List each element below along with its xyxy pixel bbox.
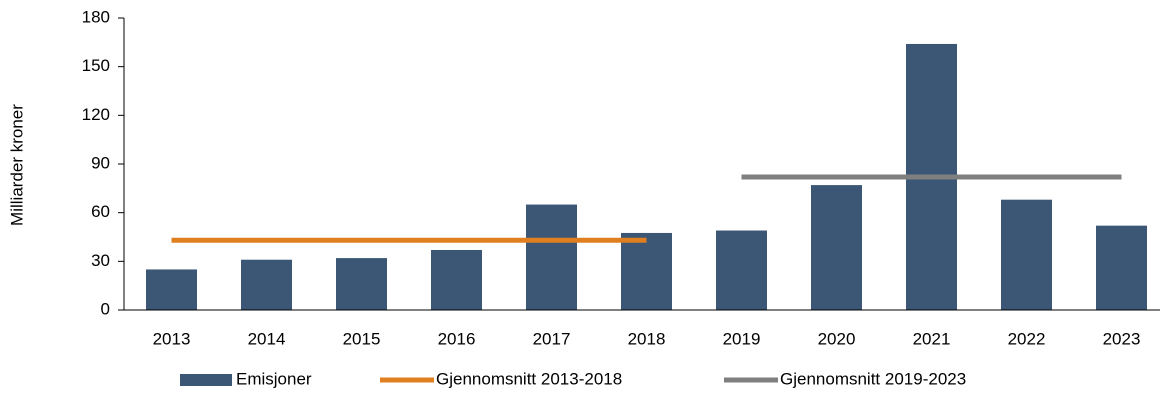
x-tick-label: 2014 <box>248 329 286 348</box>
bar <box>716 230 767 310</box>
y-tick-label: 90 <box>91 153 110 172</box>
bar <box>1096 225 1147 310</box>
y-tick-label: 150 <box>82 56 110 75</box>
bar <box>526 204 577 310</box>
bar <box>241 259 292 310</box>
x-tick-label: 2022 <box>1008 329 1046 348</box>
bar <box>336 258 387 310</box>
bar <box>146 269 197 310</box>
x-tick-label: 2015 <box>343 329 381 348</box>
x-tick-label: 2019 <box>723 329 761 348</box>
x-tick-label: 2020 <box>818 329 856 348</box>
bar <box>811 185 862 310</box>
legend-label: Gjennomsnitt 2019-2023 <box>780 369 966 388</box>
y-tick-label: 0 <box>101 299 110 318</box>
x-tick-label: 2021 <box>913 329 951 348</box>
y-tick-label: 30 <box>91 251 110 270</box>
bar <box>621 232 672 310</box>
x-tick-label: 2023 <box>1103 329 1141 348</box>
bar <box>431 249 482 310</box>
x-tick-label: 2018 <box>628 329 666 348</box>
x-tick-label: 2017 <box>533 329 571 348</box>
y-tick-label: 180 <box>82 7 110 26</box>
y-axis-label: Milliarder kroner <box>7 104 26 226</box>
x-tick-label: 2013 <box>153 329 191 348</box>
x-tick-label: 2016 <box>438 329 476 348</box>
bar <box>1001 199 1052 310</box>
legend-label: Emisjoner <box>236 369 312 388</box>
legend-swatch <box>180 374 232 386</box>
y-tick-label: 120 <box>82 105 110 124</box>
y-tick-label: 60 <box>91 202 110 221</box>
legend-label: Gjennomsnitt 2013-2018 <box>436 369 622 388</box>
